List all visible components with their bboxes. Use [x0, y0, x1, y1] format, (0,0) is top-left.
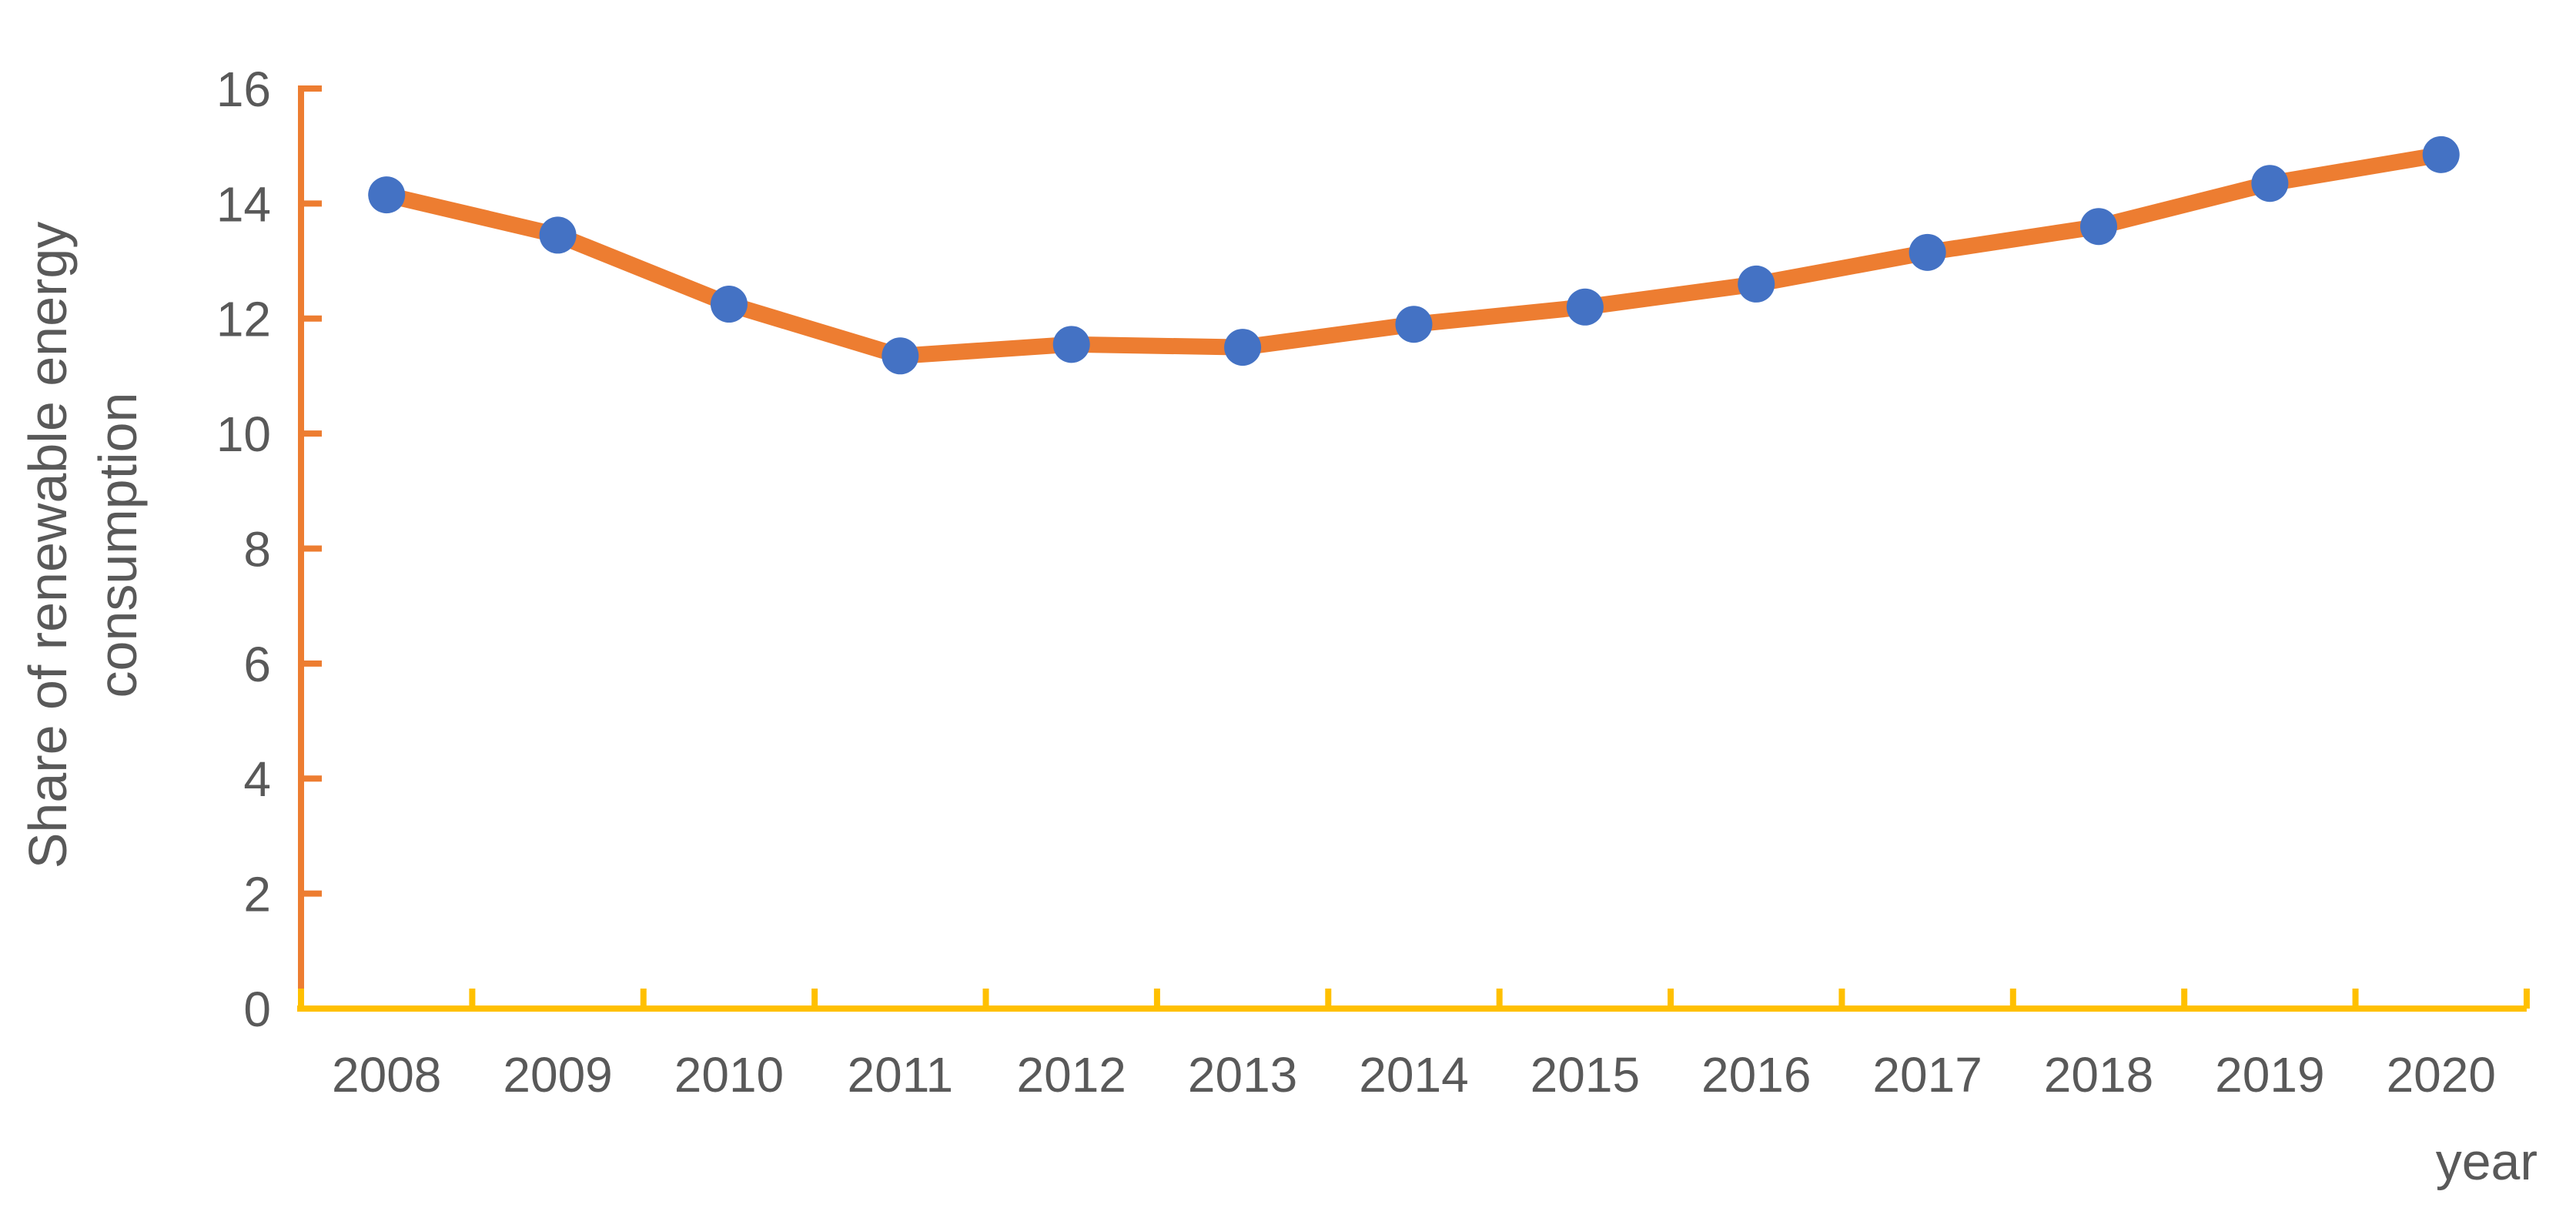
y-tick-label-6: 6	[243, 637, 271, 692]
data-point-2018	[2079, 208, 2117, 246]
y-tick-label-12: 12	[216, 292, 271, 347]
data-point-2015	[1566, 288, 1604, 326]
y-axis-title-line-1: Share of renewable energy	[18, 221, 78, 869]
y-axis-title: Share of renewable energy consumption	[13, 222, 153, 869]
y-tick-label-8: 8	[243, 521, 271, 577]
y-tick-label-4: 4	[243, 751, 271, 807]
y-tick-label-16: 16	[216, 62, 271, 117]
y-tick-label-14: 14	[216, 176, 271, 232]
data-point-2010	[710, 286, 748, 323]
data-point-2013	[1224, 329, 1262, 366]
x-tick-label-2016: 2016	[1701, 1047, 1811, 1103]
x-tick-label-2014: 2014	[1359, 1047, 1468, 1103]
x-axis-title: year	[2436, 1133, 2538, 1191]
data-point-2014	[1395, 306, 1433, 343]
data-point-2009	[539, 216, 577, 254]
x-tick-label-2012: 2012	[1017, 1047, 1126, 1103]
x-tick-label-2013: 2013	[1188, 1047, 1297, 1103]
y-tick-label-10: 10	[216, 407, 271, 462]
x-tick-label-2015: 2015	[1531, 1047, 1640, 1103]
x-tick-label-2019: 2019	[2215, 1047, 2324, 1103]
x-tick-label-2010: 2010	[674, 1047, 784, 1103]
data-point-2008	[368, 176, 406, 214]
data-point-2019	[2251, 165, 2289, 202]
x-tick-label-2020: 2020	[2387, 1047, 2496, 1103]
data-point-2020	[2422, 136, 2460, 173]
data-point-2011	[882, 337, 919, 375]
y-tick-label-2: 2	[243, 867, 271, 922]
y-axis-title-line-2: consumption	[88, 392, 148, 698]
data-point-2016	[1738, 265, 1775, 303]
data-point-2012	[1052, 326, 1090, 363]
x-tick-label-2011: 2011	[848, 1047, 954, 1103]
x-tick-label-2008: 2008	[332, 1047, 441, 1103]
x-tick-label-2009: 2009	[503, 1047, 612, 1103]
x-tick-label-2017: 2017	[1872, 1047, 1982, 1103]
y-tick-label-0: 0	[243, 982, 271, 1037]
x-tick-label-2018: 2018	[2044, 1047, 2153, 1103]
data-point-2017	[1909, 233, 1946, 271]
